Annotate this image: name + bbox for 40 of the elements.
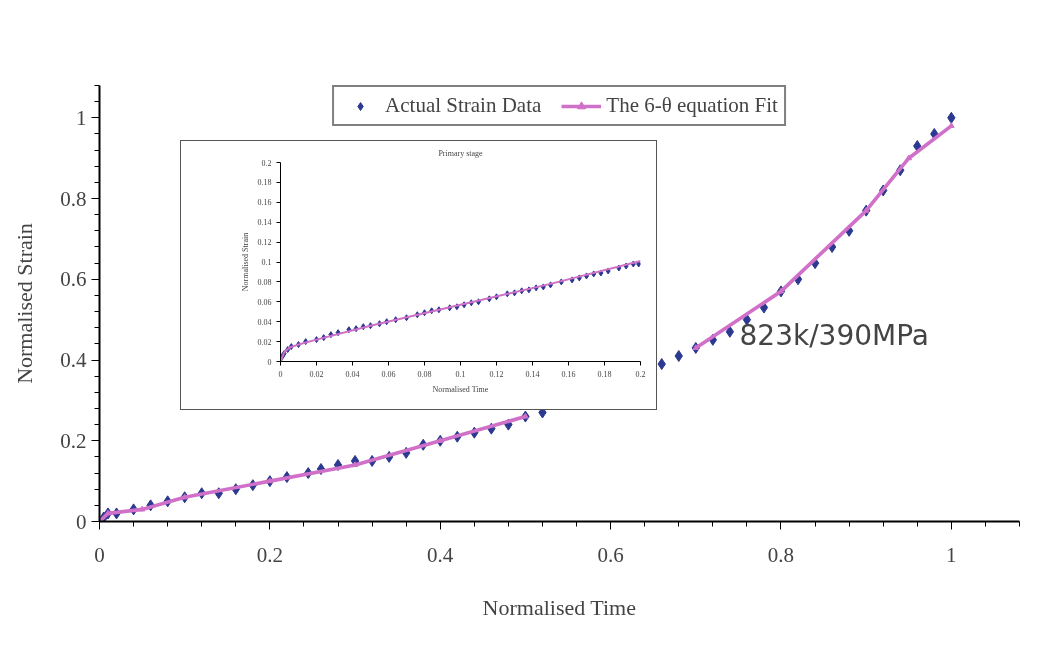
y-tick-label: 0.02 bbox=[257, 337, 272, 347]
y-tick-label: 0.14 bbox=[257, 218, 272, 228]
x-tick-label: 0.4 bbox=[427, 542, 454, 567]
x-axis-title: Normalised Time bbox=[432, 384, 489, 394]
x-tick-label: 0.02 bbox=[309, 369, 324, 379]
chart-title: Primary stage bbox=[438, 148, 484, 158]
y-tick-label: 0.1 bbox=[261, 258, 272, 267]
legend-label: Actual Strain Data bbox=[385, 93, 542, 118]
y-tick-label: 0.06 bbox=[257, 297, 272, 307]
y-axis-title: Normalised Strain bbox=[12, 223, 38, 384]
y-tick-label: 0.16 bbox=[257, 198, 272, 208]
y-tick-label: 0 bbox=[76, 509, 87, 534]
y-tick-label: 1 bbox=[76, 105, 87, 130]
x-tick-label: 0 bbox=[94, 542, 105, 567]
x-tick-label: 0.12 bbox=[489, 369, 504, 379]
y-tick-label: 0.08 bbox=[257, 277, 272, 287]
x-tick-label: 1 bbox=[946, 542, 957, 567]
x-tick-label: 0.06 bbox=[381, 369, 396, 379]
x-tick-label: 0.8 bbox=[767, 542, 795, 567]
y-tick-label: 0.6 bbox=[60, 267, 87, 292]
y-tick-label: 0.18 bbox=[257, 178, 272, 188]
x-tick-label: 0.08 bbox=[417, 369, 432, 379]
y-tick-label: 0.2 bbox=[261, 158, 272, 168]
x-tick-label: 0.04 bbox=[345, 369, 360, 379]
y-tick-label: 0.04 bbox=[257, 317, 272, 327]
y-axis-title: Normalised Strain bbox=[240, 232, 250, 292]
y-tick-label: 0.12 bbox=[257, 238, 272, 248]
x-tick-label: 0.14 bbox=[525, 369, 540, 379]
x-tick-label: 0.18 bbox=[597, 369, 612, 379]
x-tick-label: 0.1 bbox=[455, 369, 466, 379]
y-tick-label: 0 bbox=[267, 357, 272, 367]
x-axis-title: Normalised Time bbox=[482, 594, 637, 620]
x-tick-label: 0.16 bbox=[561, 369, 576, 379]
y-tick-label: 0.2 bbox=[60, 428, 87, 453]
y-tick-label: 0.8 bbox=[60, 186, 87, 211]
legend-label: The 6-θ equation Fit bbox=[606, 93, 778, 118]
x-tick-label: 0.2 bbox=[635, 369, 646, 379]
annotation: 823k/390MPa bbox=[739, 318, 929, 352]
x-tick-label: 0 bbox=[278, 369, 283, 379]
x-tick-label: 0.6 bbox=[597, 542, 624, 567]
